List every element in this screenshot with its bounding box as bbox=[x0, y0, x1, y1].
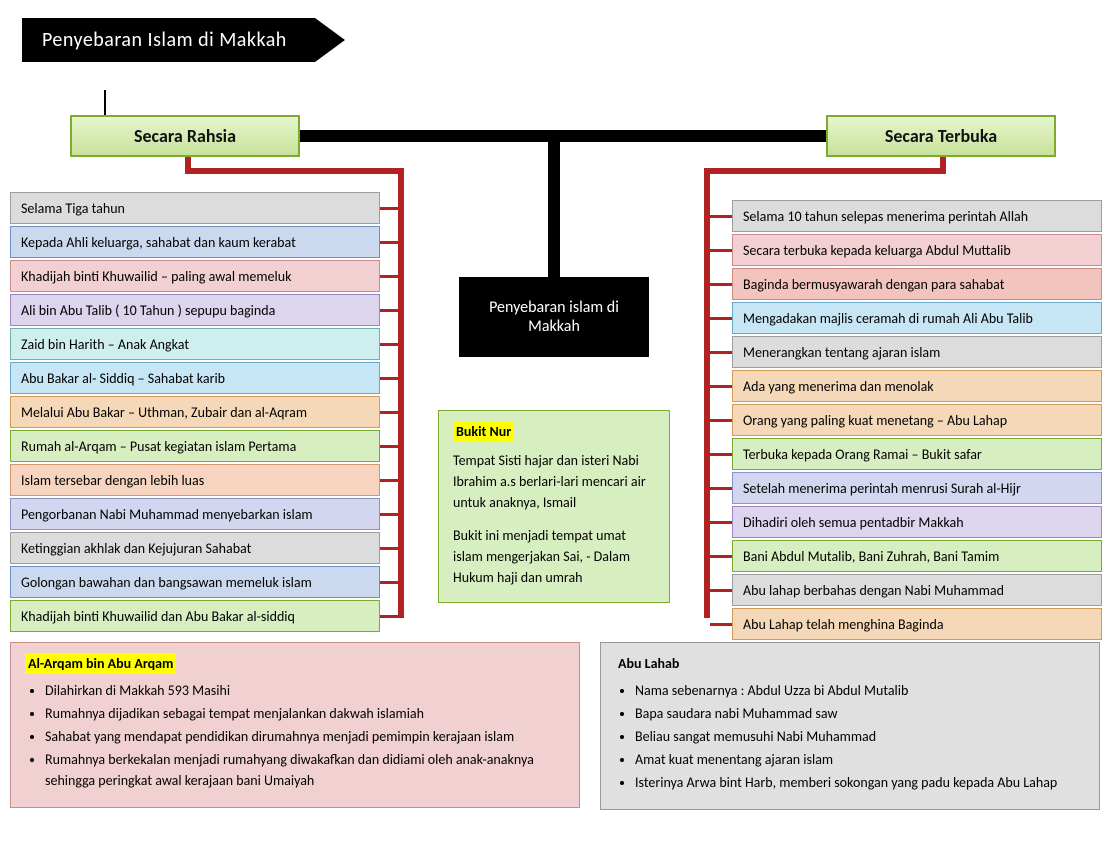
list-item: Abu Bakar al- Siddiq – Sahabat karib bbox=[10, 362, 380, 394]
connector-tick bbox=[380, 207, 398, 210]
note-al-arqam-title: Al-Arqam bin Abu Arqam bbox=[25, 653, 176, 674]
list-item: Abu lahap berbahas dengan Nabi Muhammad bbox=[732, 574, 1102, 606]
list-item: Kepada Ahli keluarga, sahabat dan kaum k… bbox=[10, 226, 380, 258]
center-topic-box: Penyebaran islam di Makkah bbox=[459, 277, 649, 357]
connector-tick bbox=[710, 249, 732, 252]
connector-tick bbox=[380, 309, 398, 312]
list-item: Rumah al-Arqam – Pusat kegiatan islam Pe… bbox=[10, 430, 380, 462]
note-bullet: Sahabat yang mendapat pendidikan dirumah… bbox=[45, 726, 565, 747]
list-item: Khadijah binti Khuwailid dan Abu Bakar a… bbox=[10, 600, 380, 632]
list-item: Ali bin Abu Talib ( 10 Tahun ) sepupu ba… bbox=[10, 294, 380, 326]
list-item: Dihadiri oleh semua pentadbir Makkah bbox=[732, 506, 1102, 538]
connector bbox=[548, 140, 560, 280]
note-bukit-nur-p1: Tempat Sisti hajar dan isteri Nabi Ibrah… bbox=[453, 450, 655, 513]
note-al-arqam-list: Dilahirkan di Makkah 593 MasihiRumahnya … bbox=[45, 680, 565, 791]
list-item: Islam tersebar dengan lebih luas bbox=[10, 464, 380, 496]
note-bullet: Dilahirkan di Makkah 593 Masihi bbox=[45, 680, 565, 701]
connector-tick bbox=[710, 453, 732, 456]
connector-tick bbox=[380, 275, 398, 278]
note-bukit-nur-p2: Bukit ini menjadi tempat umat islam meng… bbox=[453, 525, 655, 588]
list-item: Baginda bermusyawarah dengan para sahaba… bbox=[732, 268, 1102, 300]
note-al-arqam: Al-Arqam bin Abu Arqam Dilahirkan di Mak… bbox=[10, 642, 580, 808]
list-item: Mengadakan majlis ceramah di rumah Ali A… bbox=[732, 302, 1102, 334]
note-bullet: Beliau sangat memusuhi Nabi Muhammad bbox=[635, 726, 1085, 747]
note-bullet: Amat kuat menentang ajaran islam bbox=[635, 749, 1085, 770]
connector-tick bbox=[380, 445, 398, 448]
list-item: Menerangkan tentang ajaran islam bbox=[732, 336, 1102, 368]
connector-tick bbox=[710, 589, 732, 592]
list-item: Golongan bawahan dan bangsawan memeluk i… bbox=[10, 566, 380, 598]
list-item: Selama Tiga tahun bbox=[10, 192, 380, 224]
note-abu-lahab-title: Abu Lahab bbox=[615, 653, 682, 674]
list-item: Ketinggian akhlak dan Kejujuran Sahabat bbox=[10, 532, 380, 564]
connector-tick bbox=[710, 317, 732, 320]
connector-tick bbox=[710, 555, 732, 558]
note-bullet: Nama sebenarnya : Abdul Uzza bi Abdul Mu… bbox=[635, 680, 1085, 701]
rail-right bbox=[704, 168, 710, 618]
connector-tick bbox=[710, 215, 732, 218]
list-item: Secara terbuka kepada keluarga Abdul Mut… bbox=[732, 234, 1102, 266]
note-bullet: Bapa saudara nabi Muhammad saw bbox=[635, 703, 1085, 724]
connector-tick bbox=[710, 487, 732, 490]
connector-tick bbox=[380, 411, 398, 414]
list-item: Bani Abdul Mutalib, Bani Zuhrah, Bani Ta… bbox=[732, 540, 1102, 572]
connector-tick bbox=[380, 377, 398, 380]
connector-tick bbox=[710, 351, 732, 354]
branch-header-public-label: Secara Terbuka bbox=[885, 125, 997, 147]
note-abu-lahab-list: Nama sebenarnya : Abdul Uzza bi Abdul Mu… bbox=[635, 680, 1085, 793]
connector-tick bbox=[710, 623, 732, 626]
connector-tick bbox=[380, 615, 398, 618]
connector bbox=[104, 90, 106, 115]
branch-header-secret: Secara Rahsia bbox=[70, 115, 300, 157]
connector-tick bbox=[380, 343, 398, 346]
list-item: Melalui Abu Bakar – Uthman, Zubair dan a… bbox=[10, 396, 380, 428]
branch-header-secret-label: Secara Rahsia bbox=[134, 125, 236, 147]
title-banner: Penyebaran Islam di Makkah bbox=[22, 18, 345, 62]
connector-tick bbox=[710, 419, 732, 422]
note-bullet: Rumahnya dijadikan sebagai tempat menjal… bbox=[45, 703, 565, 724]
connector-tick bbox=[710, 283, 732, 286]
connector-tick bbox=[380, 513, 398, 516]
connector bbox=[704, 168, 946, 174]
list-item: Orang yang paling kuat menetang – Abu La… bbox=[732, 404, 1102, 436]
connector-tick bbox=[380, 241, 398, 244]
branch-header-public: Secara Terbuka bbox=[826, 115, 1056, 157]
list-item: Ada yang menerima dan menolak bbox=[732, 370, 1102, 402]
title-text: Penyebaran Islam di Makkah bbox=[22, 18, 315, 62]
note-bukit-nur-title: Bukit Nur bbox=[453, 421, 514, 442]
list-item: Abu Lahap telah menghina Baginda bbox=[732, 608, 1102, 640]
note-bukit-nur: Bukit Nur Tempat Sisti hajar dan isteri … bbox=[438, 410, 670, 603]
list-item: Khadijah binti Khuwailid – paling awal m… bbox=[10, 260, 380, 292]
note-abu-lahab: Abu Lahab Nama sebenarnya : Abdul Uzza b… bbox=[600, 642, 1100, 810]
center-topic-label: Penyebaran islam di Makkah bbox=[469, 298, 639, 336]
note-bullet: Rumahnya berkekalan menjadi rumahyang di… bbox=[45, 749, 565, 791]
connector-tick bbox=[380, 547, 398, 550]
connector-tick bbox=[710, 521, 732, 524]
list-item: Terbuka kepada Orang Ramai – Bukit safar bbox=[732, 438, 1102, 470]
rail-left bbox=[398, 168, 404, 618]
left-item-list: Selama Tiga tahunKepada Ahli keluarga, s… bbox=[10, 192, 380, 634]
list-item: Selama 10 tahun selepas menerima perinta… bbox=[732, 200, 1102, 232]
title-chevron-icon bbox=[315, 18, 345, 62]
note-bullet: Isterinya Arwa bint Harb, memberi sokong… bbox=[635, 772, 1085, 793]
list-item: Zaid bin Harith – Anak Angkat bbox=[10, 328, 380, 360]
list-item: Setelah menerima perintah menrusi Surah … bbox=[732, 472, 1102, 504]
connector-tick bbox=[380, 581, 398, 584]
list-item: Pengorbanan Nabi Muhammad menyebarkan is… bbox=[10, 498, 380, 530]
connector bbox=[185, 168, 404, 174]
connector-tick bbox=[380, 479, 398, 482]
connector-tick bbox=[710, 385, 732, 388]
right-item-list: Selama 10 tahun selepas menerima perinta… bbox=[732, 200, 1102, 642]
